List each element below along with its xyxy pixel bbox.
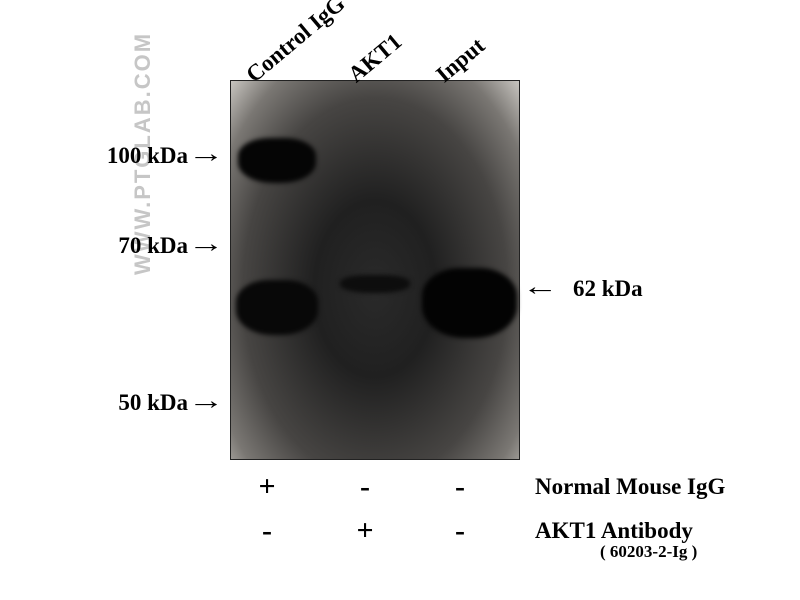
treatment-row-sublabel: ( 60203-2-Ig ) (600, 542, 697, 562)
arrow-right-icon: → (188, 386, 224, 416)
band (422, 268, 517, 338)
band (340, 275, 410, 293)
mw-label: 50 kDa (88, 390, 188, 416)
treatment-sign: + (350, 514, 380, 548)
treatment-sign: - (350, 470, 380, 504)
treatment-row-label: AKT1 Antibody (535, 518, 693, 544)
treatment-row-label: Normal Mouse IgG (535, 474, 725, 500)
band (236, 280, 318, 335)
arrow-left-icon: ← (522, 272, 558, 302)
arrow-right-icon: → (188, 139, 224, 169)
arrow-right-icon: → (188, 229, 224, 259)
lane-label-1: Control IgG (241, 0, 350, 88)
treatment-sign: - (445, 514, 475, 548)
target-label: 62 kDa (573, 276, 643, 302)
mw-label: 70 kDa (88, 233, 188, 259)
mw-label: 100 kDa (88, 143, 188, 169)
treatment-sign: - (445, 470, 475, 504)
treatment-sign: - (252, 514, 282, 548)
band (238, 138, 316, 183)
treatment-sign: + (252, 470, 282, 504)
